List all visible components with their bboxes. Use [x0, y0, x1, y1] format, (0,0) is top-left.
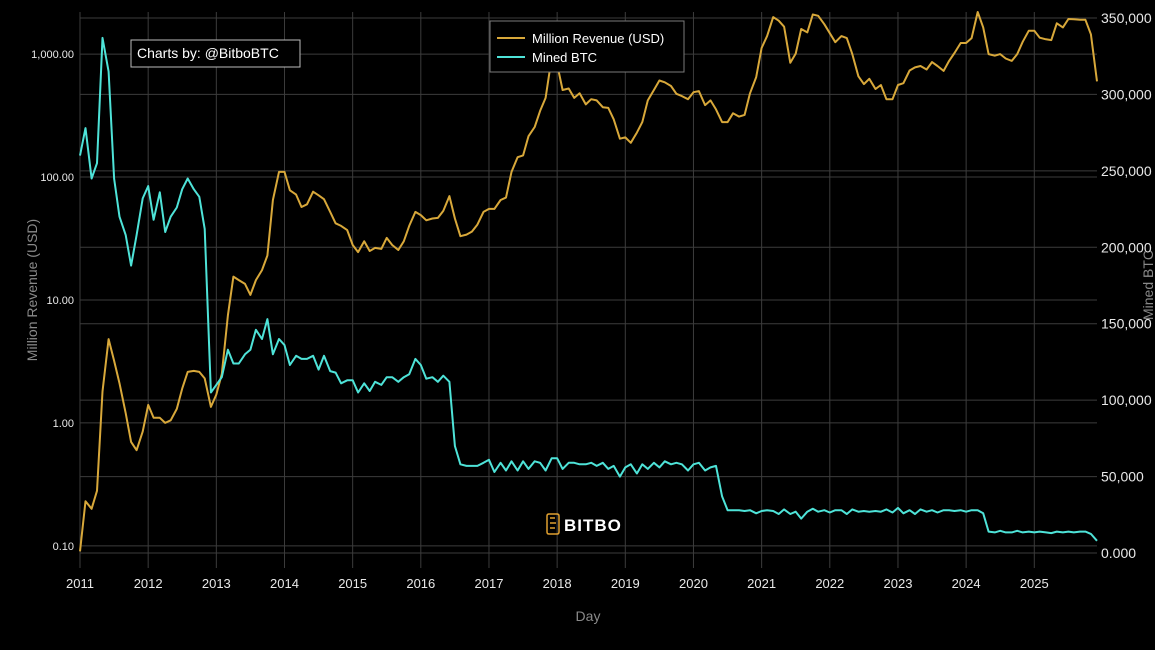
- legend-label-mined[interactable]: Mined BTC: [532, 50, 597, 65]
- series-line-million-revenue[interactable]: [79, 11, 1098, 552]
- left-axis-ticks: 0.10 1.00 10.00 100.00 1,000.00: [31, 49, 74, 553]
- x-tick-label: 2024: [952, 576, 981, 591]
- left-tick-label: 10.00: [46, 295, 74, 307]
- left-axis-title: Million Revenue (USD): [24, 219, 40, 361]
- bitbo-logo-icon: [546, 513, 560, 535]
- x-tick-label: 2021: [747, 576, 776, 591]
- legend-label-revenue[interactable]: Million Revenue (USD): [532, 31, 664, 46]
- left-tick-label: 100.00: [40, 172, 74, 184]
- credit-text: Charts by: @BitboBTC: [137, 45, 279, 61]
- x-tick-label: 2015: [338, 576, 367, 591]
- x-tick-label: 2016: [406, 576, 435, 591]
- right-tick-label: 350,000: [1101, 10, 1152, 26]
- x-tick-label: 2013: [202, 576, 231, 591]
- left-tick-label: 1,000.00: [31, 49, 74, 61]
- right-tick-label: 150,000: [1101, 316, 1152, 332]
- right-tick-label: 250,000: [1101, 163, 1152, 179]
- x-axis-ticks: 2011 2012 2013 2014 2015 2016 2017 2018 2019 2020…: [66, 576, 1049, 591]
- right-axis-title: Mined BTC: [1140, 250, 1155, 320]
- x-tick-label: 2018: [543, 576, 572, 591]
- right-tick-label: 100,000: [1101, 392, 1152, 408]
- right-axis-ticks: 0.000 50,000 100,000 150,000 200,000 250,000 3…: [1101, 10, 1152, 561]
- x-tick-label: 2023: [884, 576, 913, 591]
- x-tick-label: 2011: [66, 576, 94, 591]
- x-tick-label: 2022: [815, 576, 844, 591]
- x-tick-label: 2017: [475, 576, 504, 591]
- x-tick-label: 2025: [1020, 576, 1049, 591]
- watermark: BITBO: [546, 513, 622, 535]
- right-tick-label: 300,000: [1101, 86, 1152, 102]
- left-tick-label: 1.00: [53, 418, 74, 430]
- x-axis-title: Day: [576, 608, 601, 624]
- x-tick-label: 2020: [679, 576, 708, 591]
- right-tick-label: 50,000: [1101, 469, 1144, 485]
- right-tick-label: 200,000: [1101, 239, 1152, 255]
- legend[interactable]: Million Revenue (USD) Mined BTC: [489, 20, 685, 73]
- watermark-text: BITBO: [564, 516, 622, 535]
- grid: [79, 12, 1097, 568]
- series-line-mined-btc[interactable]: [79, 36, 1098, 542]
- credit-box: Charts by: @BitboBTC: [130, 39, 301, 68]
- right-tick-label: 0.000: [1101, 545, 1136, 561]
- x-tick-label: 2012: [134, 576, 163, 591]
- x-tick-label: 2019: [611, 576, 640, 591]
- left-tick-label: 0.10: [53, 541, 74, 553]
- x-tick-label: 2014: [270, 576, 299, 591]
- series-lines: [79, 11, 1098, 552]
